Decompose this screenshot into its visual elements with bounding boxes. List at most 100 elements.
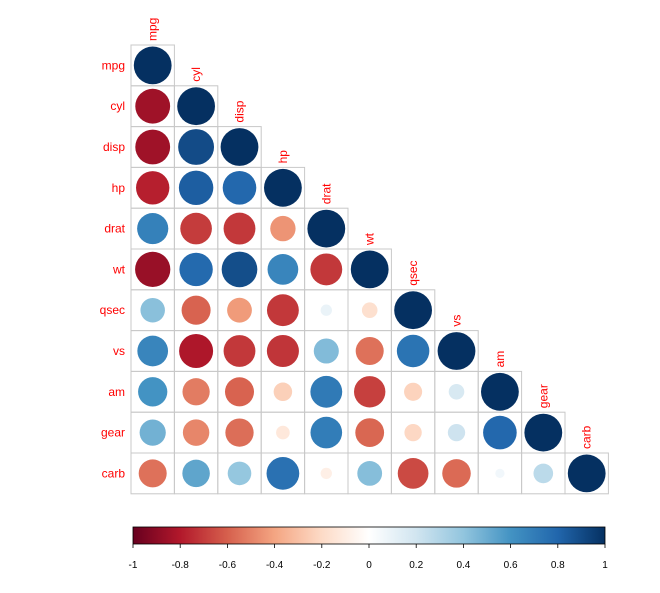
corr-circle-drat-drat [307,209,346,248]
corr-circle-vs-qsec [396,334,430,368]
corr-circle-am-disp [224,377,255,407]
corr-circle-carb-mpg [138,459,167,488]
colorbar-tick-label: 0.2 [409,560,423,571]
corr-circle-wt-cyl [179,252,213,287]
corr-circle-qsec-drat [320,304,332,316]
col-label-disp: disp [233,100,247,122]
row-label-carb: carb [102,466,126,480]
row-label-am: am [108,385,125,399]
corr-circle-gear-hp [276,425,290,440]
corr-circle-am-am [481,372,519,411]
corr-circle-vs-vs [437,332,476,370]
corr-circle-qsec-hp [266,294,299,327]
corr-circle-gear-qsec [404,423,422,442]
corr-circle-vs-mpg [137,335,169,367]
corr-circle-cyl-mpg [135,88,171,124]
corr-circle-am-qsec [404,382,423,401]
corr-circle-disp-mpg [135,129,171,165]
corr-circle-carb-gear [533,463,554,484]
colorbar-tick-label: 0.4 [456,560,470,571]
colorbar-tick-label: 0.6 [504,560,518,571]
corr-circle-carb-wt [357,461,383,486]
corr-circle-qsec-cyl [181,295,211,325]
corr-circle-carb-qsec [397,458,429,489]
col-label-am: am [493,351,507,368]
corr-circle-carb-hp [266,457,300,490]
label-layer: mpg cyl disp hp drat wt qsec vs am gear carb mpg cyl… [100,18,594,481]
corr-circle-qsec-mpg [140,297,165,323]
corr-circle-gear-disp [225,418,254,447]
row-label-gear: gear [101,426,125,440]
colorbar-tick-label: -0.2 [313,560,331,571]
corr-circle-gear-wt [355,418,385,447]
colorbar-tick-label: 0 [366,560,372,571]
colorbar-tick-label: -1 [129,560,138,571]
row-label-wt: wt [112,262,126,276]
corr-circle-drat-cyl [180,212,212,245]
corr-circle-am-mpg [138,377,168,407]
corr-circle-gear-mpg [139,419,166,446]
corr-circle-gear-gear [524,413,563,452]
colorbar-gradient [132,526,606,545]
corr-circle-gear-vs [447,423,466,442]
row-label-hp: hp [112,181,126,195]
colorbar-tick-label: 1 [602,560,608,571]
corr-circle-wt-disp [221,251,258,288]
corr-circle-vs-drat [313,338,339,364]
corr-circle-vs-hp [266,334,299,368]
corr-circle-vs-disp [223,335,256,367]
corr-circle-am-cyl [182,378,210,406]
corr-circle-qsec-disp [227,297,252,323]
col-label-hp: hp [276,150,290,164]
row-label-drat: drat [104,222,125,236]
corr-circle-carb-carb [567,454,606,493]
col-label-drat: drat [319,183,333,204]
row-label-qsec: qsec [100,303,125,317]
corr-circle-carb-cyl [182,459,210,488]
grid-cell-carb-carb [564,452,609,495]
col-label-mpg: mpg [146,18,160,41]
corr-circle-wt-mpg [135,251,171,288]
corr-circle-wt-drat [310,253,343,286]
corr-circle-vs-wt [355,336,384,366]
color-legend: -1 -0.8 -0.6 -0.4 -0.2 0 0.2 0.4 0.6 0.8 1 [129,526,608,571]
corr-circle-qsec-qsec [394,291,432,330]
corr-circle-drat-hp [270,215,296,242]
corr-circle-drat-mpg [137,213,169,245]
corr-circle-am-vs [448,384,465,400]
col-label-gear: gear [536,384,550,408]
corr-circle-disp-cyl [178,129,215,165]
corr-circle-am-hp [273,382,293,402]
col-label-wt: wt [363,232,377,246]
corr-circle-vs-cyl [179,333,214,369]
corr-circle-carb-am [495,468,505,479]
corr-circle-hp-cyl [178,170,214,206]
col-label-cyl: cyl [189,67,203,82]
corr-circle-hp-disp [222,171,257,205]
corr-circle-cyl-cyl [177,87,216,126]
corr-circle-carb-drat [320,467,332,480]
colorbar-tick-label: -0.4 [266,560,284,571]
corr-circle-drat-disp [223,212,256,245]
corr-circle-carb-vs [442,459,471,488]
grid-layer [130,44,609,495]
corr-circle-gear-cyl [182,419,210,446]
row-label-cyl: cyl [110,99,125,113]
corr-circle-disp-disp [220,128,259,166]
corr-circle-mpg-mpg [133,46,172,85]
corr-circle-qsec-wt [361,302,378,318]
col-label-vs: vs [450,315,464,327]
corr-circle-wt-hp [267,254,299,285]
row-label-vs: vs [113,344,125,358]
row-label-mpg: mpg [102,58,125,72]
corr-circle-wt-wt [350,250,389,289]
corr-circle-carb-disp [227,461,252,486]
corr-circle-gear-am [483,415,517,450]
colorbar-tick-label: -0.6 [219,560,237,571]
row-label-disp: disp [103,140,125,154]
colorbar-tick-label: -0.8 [172,560,190,571]
col-label-carb: carb [580,425,594,449]
corr-circle-hp-hp [264,168,302,207]
corr-circle-am-wt [354,376,386,408]
